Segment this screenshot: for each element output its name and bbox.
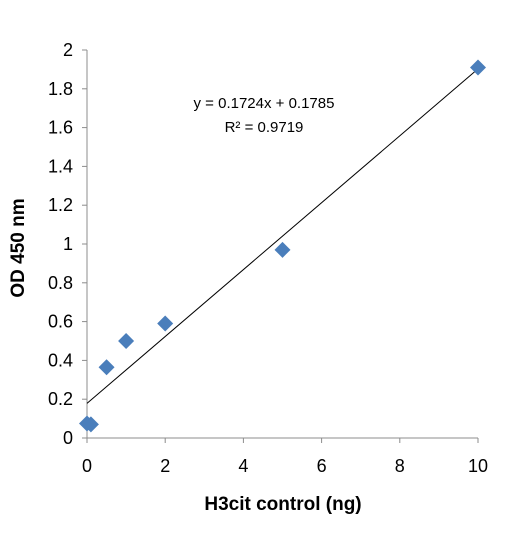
x-axis-title: H3cit control (ng) [204, 494, 361, 515]
y-tick-label: 2 [63, 40, 73, 60]
y-tick-label: 0.6 [48, 312, 73, 332]
y-tick-label: 0.4 [48, 350, 73, 370]
y-tick-label: 1.2 [48, 195, 73, 215]
y-tick-label: 1 [63, 234, 73, 254]
trendline-annotation: y = 0.1724x + 0.1785 R² = 0.9719 [194, 95, 335, 136]
y-tick-label: 1.4 [48, 156, 73, 176]
y-tick-label: 0 [63, 428, 73, 448]
trendline-group [86, 68, 479, 404]
trendline-equation: y = 0.1724x + 0.1785 [194, 95, 335, 112]
x-tick-label: 0 [82, 456, 92, 476]
data-point [274, 241, 291, 258]
x-tick-label: 2 [160, 456, 170, 476]
y-tick-label: 0.8 [48, 273, 73, 293]
x-tick-label: 6 [317, 456, 327, 476]
trendline-r-squared: R² = 0.9719 [225, 119, 304, 136]
y-axis-ticks: 0 0.2 0.4 0.6 0.8 1 1.2 1.4 1.6 1.8 2 [48, 40, 87, 448]
data-point [157, 315, 174, 332]
y-tick-label: 1.8 [48, 79, 73, 99]
y-tick-label: 0.2 [48, 389, 73, 409]
x-tick-label: 10 [468, 456, 488, 476]
data-points [79, 59, 486, 433]
y-axis-title: OD 450 nm [8, 198, 29, 297]
trendline [86, 68, 479, 404]
data-point [470, 59, 486, 76]
y-tick-label: 1.6 [48, 118, 73, 138]
x-tick-label: 8 [395, 456, 405, 476]
data-point [98, 359, 115, 376]
axes: 0 0.2 0.4 0.6 0.8 1 1.2 1.4 1.6 1.8 2 0 2 4 6 8 10 [48, 40, 488, 476]
data-point [82, 416, 99, 433]
x-tick-label: 4 [238, 456, 248, 476]
x-axis-ticks: 0 2 4 6 8 10 [82, 438, 488, 476]
data-point [118, 333, 135, 349]
